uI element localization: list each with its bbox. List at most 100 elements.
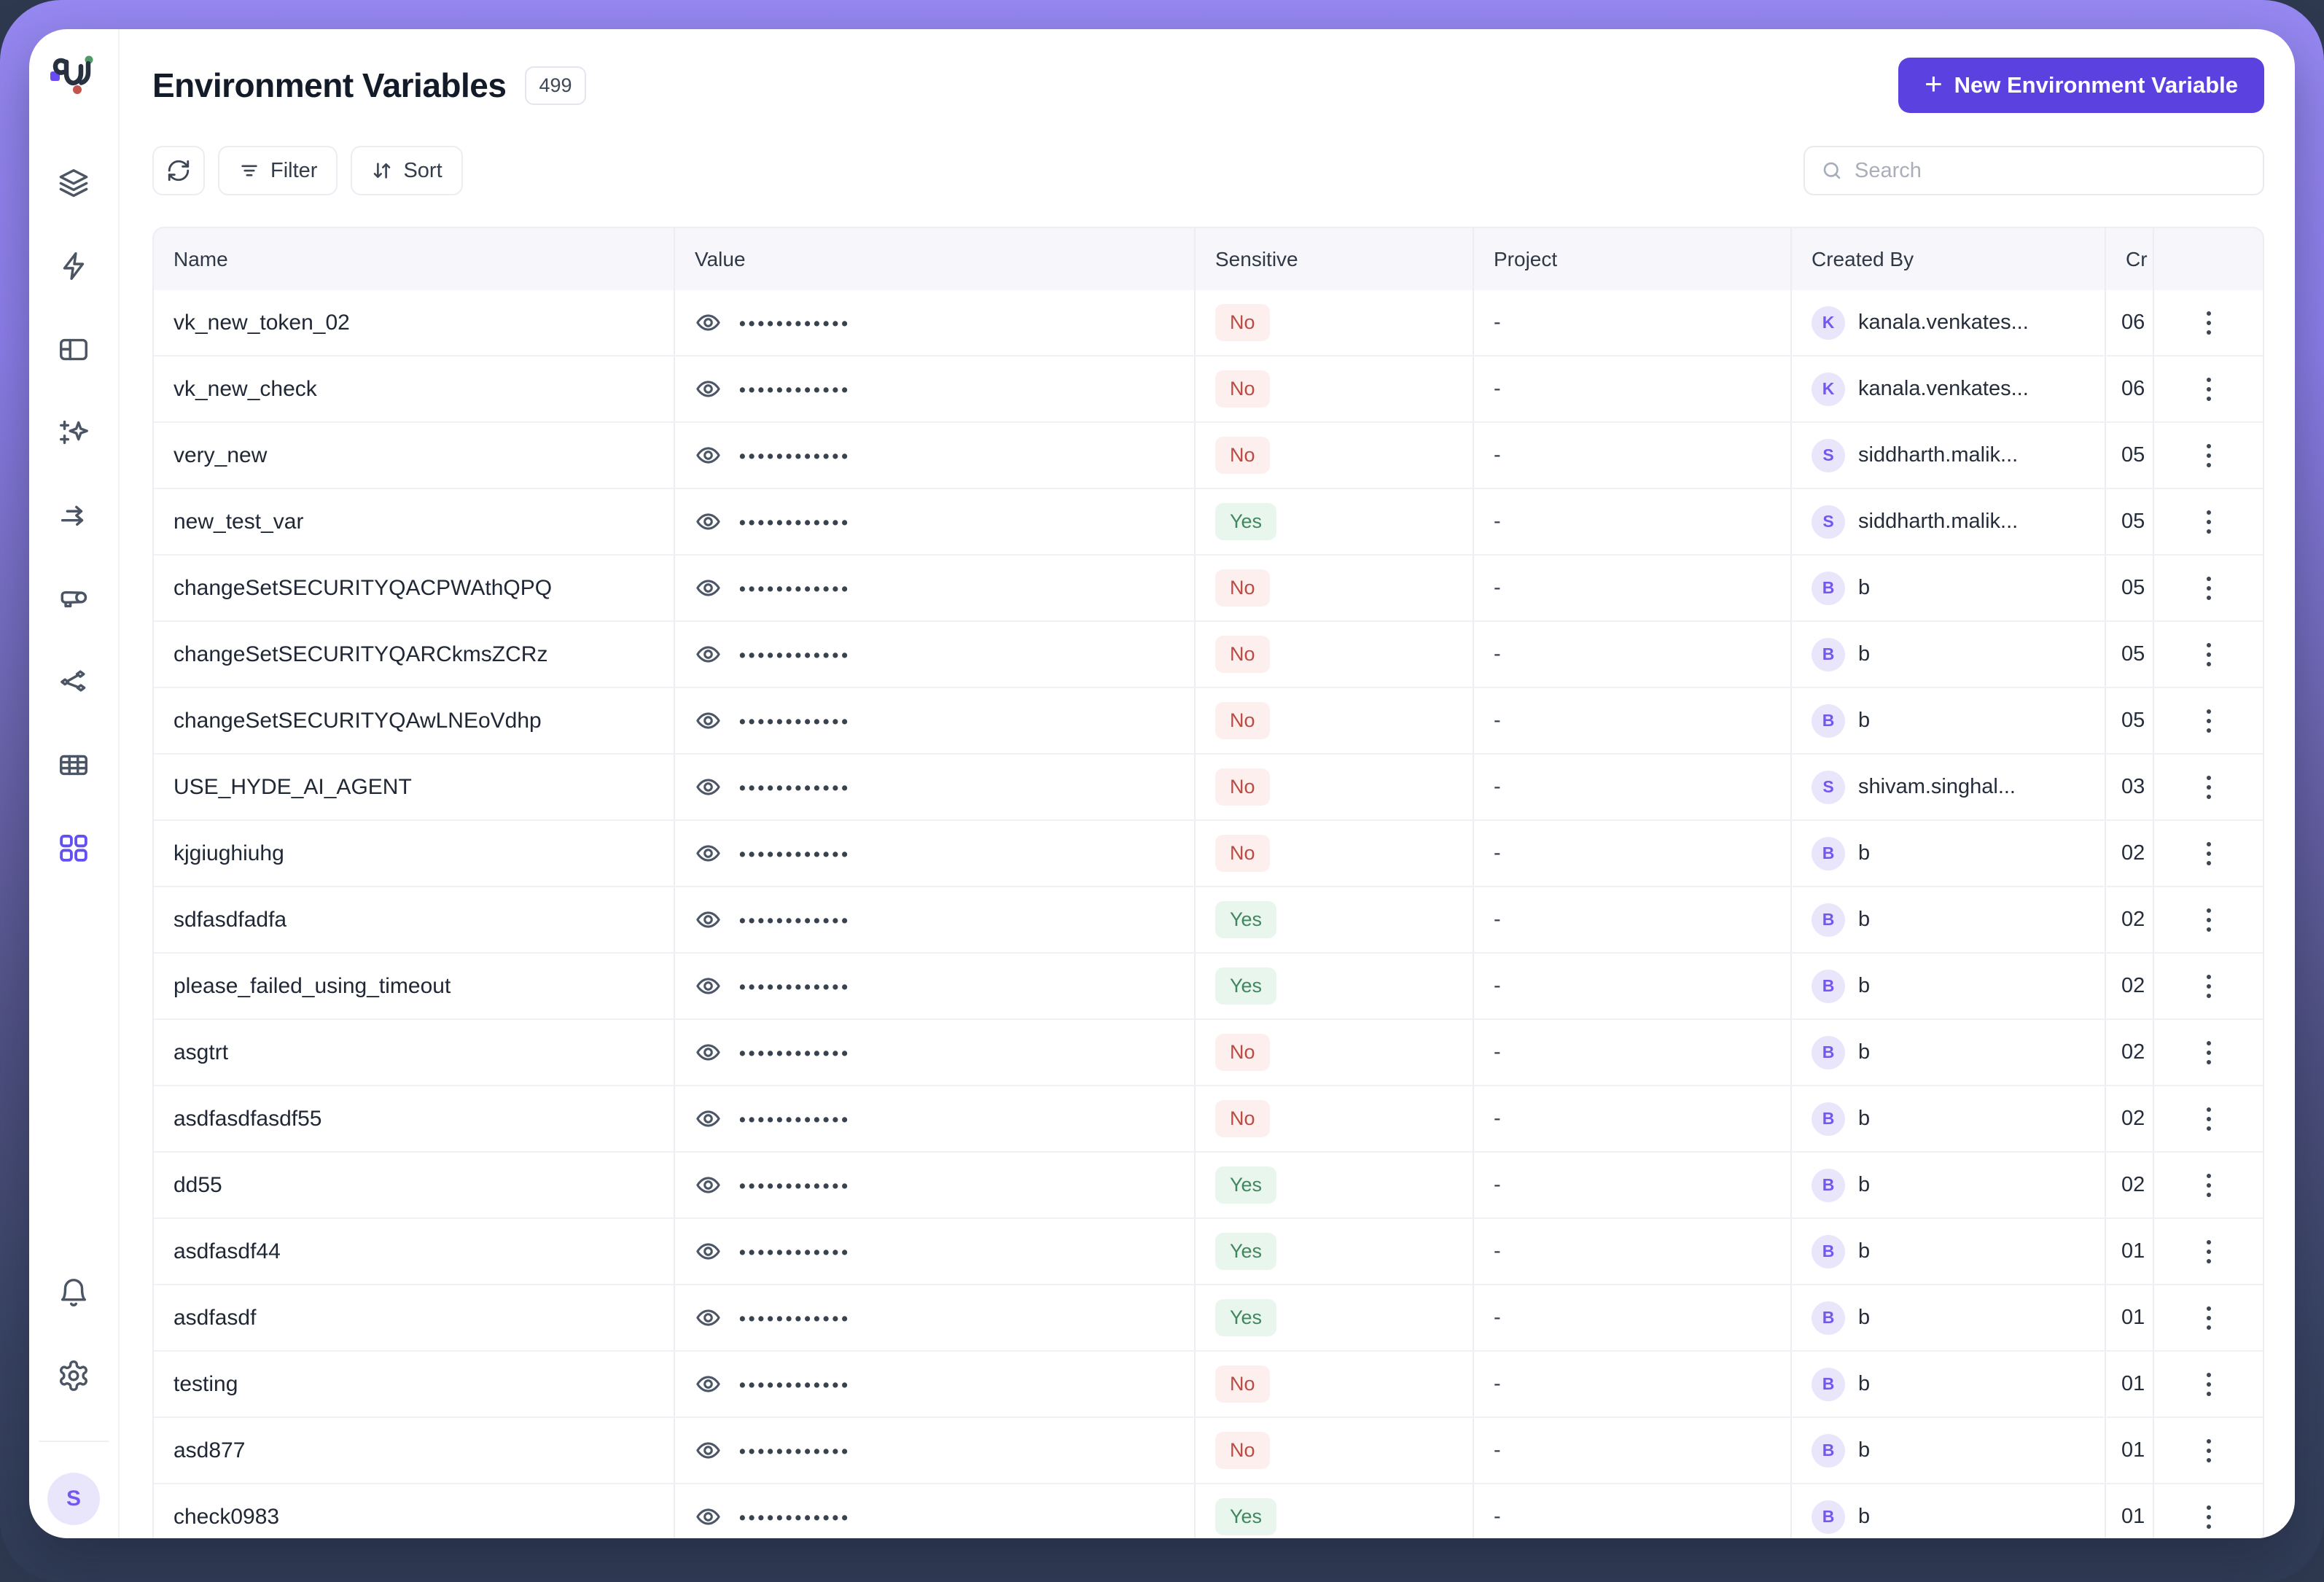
row-menu-button[interactable]	[2199, 1034, 2218, 1072]
sensitive-badge: Yes	[1215, 1166, 1277, 1204]
table-row[interactable]: kjgiughiuhg •••••••••••• No - B b 02	[154, 819, 2263, 886]
table-row[interactable]: asgtrt •••••••••••• No - B b 02	[154, 1018, 2263, 1085]
project-value: -	[1474, 423, 1792, 488]
creator-avatar: B	[1812, 571, 1845, 605]
table-row[interactable]: sdfasdfadfa •••••••••••• Yes - B b 02	[154, 886, 2263, 952]
table-row[interactable]: please_failed_using_timeout ••••••••••••…	[154, 952, 2263, 1018]
row-menu-button[interactable]	[2199, 370, 2218, 408]
table-row[interactable]: asd877 •••••••••••• No - B b 01	[154, 1417, 2263, 1483]
eye-icon	[696, 1376, 720, 1392]
variable-name: please_failed_using_timeout	[173, 973, 451, 998]
filter-label: Filter	[270, 158, 318, 182]
sidebar-item-environment[interactable]	[57, 831, 90, 865]
reveal-value-button[interactable]	[695, 1172, 722, 1199]
row-menu-button[interactable]	[2199, 636, 2218, 674]
row-menu-button[interactable]	[2199, 1498, 2218, 1536]
eye-icon	[696, 1309, 720, 1326]
column-header-created-at: Cr	[2106, 228, 2154, 290]
row-menu-button[interactable]	[2199, 835, 2218, 873]
reveal-value-button[interactable]	[695, 906, 722, 933]
table-row[interactable]: changeSetSECURITYQACPWAthQPQ •••••••••••…	[154, 554, 2263, 620]
eye-icon	[696, 1508, 720, 1525]
table-row[interactable]: check0983 •••••••••••• Yes - B b 01	[154, 1483, 2263, 1538]
sidebar-item-layout[interactable]	[57, 332, 90, 366]
reveal-value-button[interactable]	[695, 840, 722, 867]
row-menu-button[interactable]	[2199, 304, 2218, 342]
settings-button[interactable]	[57, 1359, 90, 1392]
table-row[interactable]: changeSetSECURITYQARCkmsZCRz •••••••••••…	[154, 620, 2263, 687]
row-menu-button[interactable]	[2199, 1233, 2218, 1271]
filter-button[interactable]: Filter	[218, 146, 338, 195]
row-menu-button[interactable]	[2199, 1432, 2218, 1470]
column-header-actions	[2154, 228, 2263, 290]
sidebar-item-tables[interactable]	[57, 748, 90, 782]
masked-value: ••••••••••••	[739, 1507, 851, 1528]
row-menu-button[interactable]	[2199, 702, 2218, 740]
table-row[interactable]: testing •••••••••••• No - B b 01	[154, 1350, 2263, 1417]
reveal-value-button[interactable]	[695, 442, 722, 469]
reveal-value-button[interactable]	[695, 1238, 722, 1265]
app-logo[interactable]	[48, 51, 99, 102]
reveal-value-button[interactable]	[695, 574, 722, 601]
reveal-value-button[interactable]	[695, 1105, 722, 1132]
environment-variables-table: Name Value Sensitive Project Created By …	[152, 227, 2264, 1538]
reveal-value-button[interactable]	[695, 1371, 722, 1398]
row-menu-button[interactable]	[2199, 901, 2218, 939]
reveal-value-button[interactable]	[695, 1503, 722, 1530]
table-row[interactable]: vk_new_token_02 •••••••••••• No - K kana…	[154, 290, 2263, 355]
reveal-value-button[interactable]	[695, 1304, 722, 1331]
masked-value: ••••••••••••	[739, 644, 851, 666]
created-at-value: 02	[2106, 1020, 2154, 1085]
reveal-value-button[interactable]	[695, 973, 722, 1000]
notifications-button[interactable]	[57, 1277, 90, 1311]
row-menu-button[interactable]	[2199, 1166, 2218, 1204]
row-menu-button[interactable]	[2199, 437, 2218, 475]
reveal-value-button[interactable]	[695, 707, 722, 734]
table-row[interactable]: new_test_var •••••••••••• Yes - S siddha…	[154, 488, 2263, 554]
sidebar-item-layers[interactable]	[57, 166, 90, 200]
table-row[interactable]: USE_HYDE_AI_AGENT •••••••••••• No - S sh…	[154, 753, 2263, 819]
table-row[interactable]: asdfasdf44 •••••••••••• Yes - B b 01	[154, 1217, 2263, 1284]
table-row[interactable]: very_new •••••••••••• No - S siddharth.m…	[154, 421, 2263, 488]
creator-avatar: B	[1812, 836, 1845, 870]
sidebar-item-ai[interactable]	[57, 416, 90, 449]
reveal-value-button[interactable]	[695, 1039, 722, 1066]
reveal-value-button[interactable]	[695, 508, 722, 535]
table-row[interactable]: vk_new_check •••••••••••• No - K kanala.…	[154, 355, 2263, 421]
creator-avatar: B	[1812, 969, 1845, 1003]
refresh-button[interactable]	[152, 146, 205, 195]
variable-name: sdfasdfadfa	[173, 907, 287, 932]
table-row[interactable]: asdfasdfasdf55 •••••••••••• No - B b 02	[154, 1085, 2263, 1151]
row-menu-button[interactable]	[2199, 1299, 2218, 1337]
sidebar-item-automations[interactable]	[57, 249, 90, 283]
variable-name: asdfasdf	[173, 1305, 257, 1330]
sidebar-item-announcements[interactable]	[57, 582, 90, 615]
table-row[interactable]: asdfasdf •••••••••••• Yes - B b 01	[154, 1284, 2263, 1350]
sensitive-badge: Yes	[1215, 1299, 1277, 1336]
eye-icon	[696, 381, 720, 397]
reveal-value-button[interactable]	[695, 1437, 722, 1464]
table-row[interactable]: changeSetSECURITYQAwLNEoVdhp •••••••••••…	[154, 687, 2263, 753]
reveal-value-button[interactable]	[695, 774, 722, 800]
row-menu-button[interactable]	[2199, 967, 2218, 1005]
table-row[interactable]: dd55 •••••••••••• Yes - B b 02	[154, 1151, 2263, 1217]
search-input[interactable]	[1853, 157, 2247, 184]
row-menu-button[interactable]	[2199, 1100, 2218, 1138]
sort-button[interactable]: Sort	[351, 146, 463, 195]
row-menu-button[interactable]	[2199, 569, 2218, 607]
user-avatar[interactable]: S	[47, 1473, 100, 1525]
created-at-value: 02	[2106, 821, 2154, 886]
reveal-value-button[interactable]	[695, 641, 722, 668]
row-menu-button[interactable]	[2199, 1365, 2218, 1403]
sensitive-badge: No	[1215, 835, 1270, 872]
variable-name: dd55	[173, 1172, 222, 1197]
sidebar-item-share[interactable]	[57, 665, 90, 698]
search-icon	[1823, 162, 1841, 179]
reveal-value-button[interactable]	[695, 375, 722, 402]
sidebar-item-flows[interactable]	[57, 499, 90, 532]
new-environment-variable-button[interactable]: + New Environment Variable	[1898, 58, 2264, 113]
reveal-value-button[interactable]	[695, 309, 722, 336]
row-menu-button[interactable]	[2199, 503, 2218, 541]
project-value: -	[1474, 556, 1792, 620]
row-menu-button[interactable]	[2199, 768, 2218, 806]
